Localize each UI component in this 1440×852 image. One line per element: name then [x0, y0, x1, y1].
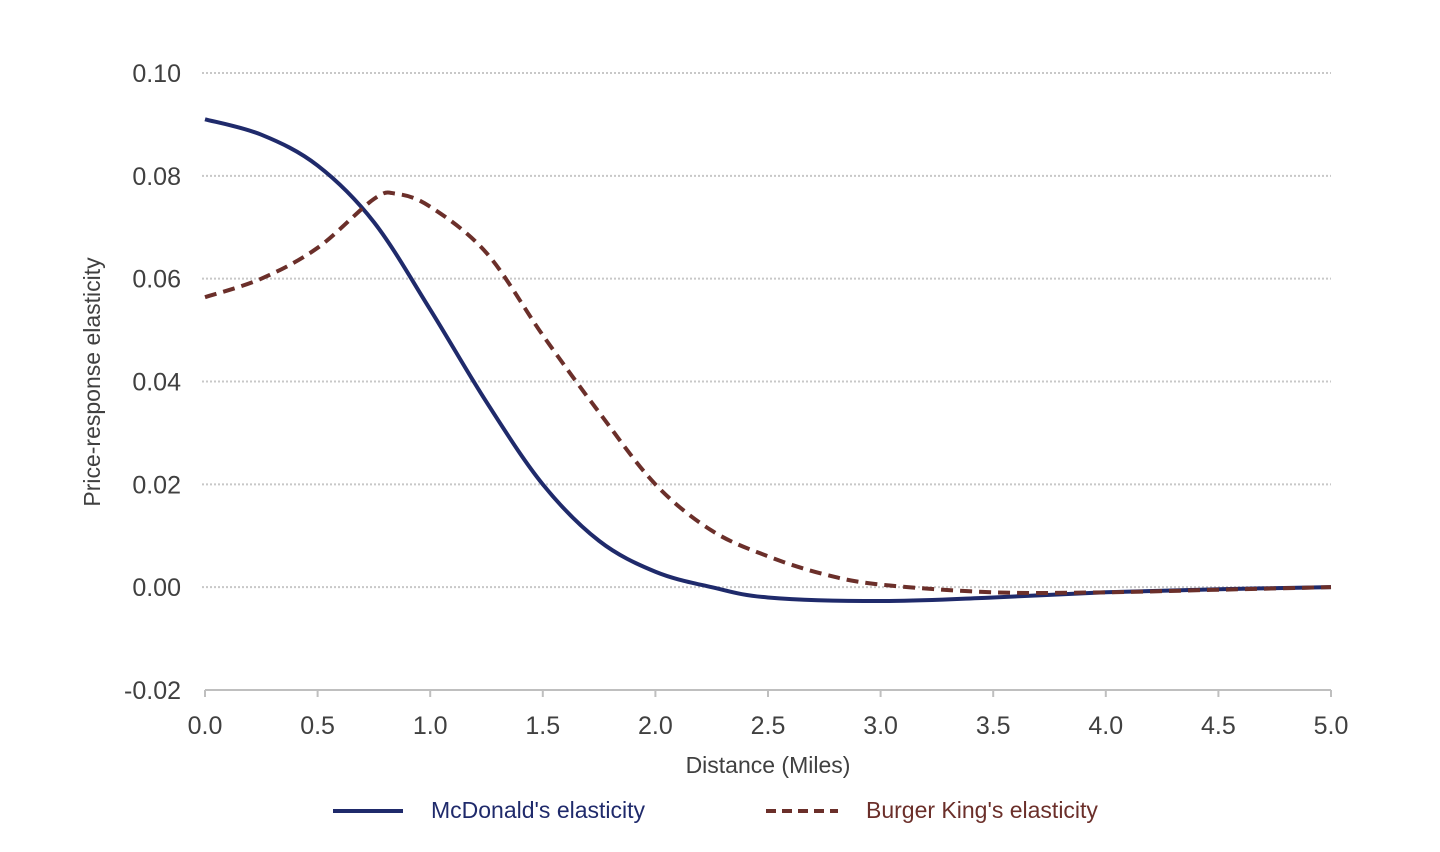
- y-tick-label: 0.06: [132, 266, 181, 294]
- x-tick-label: 3.0: [863, 712, 898, 740]
- x-tick-label: 2.0: [638, 712, 673, 740]
- series-lines: [204, 117, 1332, 604]
- x-tick-label: 0.5: [300, 712, 335, 740]
- x-tick-label: 3.5: [976, 712, 1011, 740]
- y-tick-label: 0.08: [132, 163, 181, 191]
- x-tick-label: 1.5: [525, 712, 560, 740]
- x-axis: 0.0 0.5 1.0 1.5 2.0 2.5 3.0 3.5 4.0 4.5 5.0: [188, 689, 1349, 740]
- x-tick-label: 1.0: [413, 712, 448, 740]
- gridlines: [202, 72, 1331, 589]
- x-tick-label: 0.0: [188, 712, 223, 740]
- y-tick-labels: 0.10 0.08 0.06 0.04 0.02 0.00 -0.02: [124, 60, 181, 705]
- y-tick-label: 0.04: [132, 369, 181, 397]
- legend-label-burger-king: Burger King's elasticity: [866, 797, 1098, 823]
- y-tick-label: -0.02: [124, 677, 181, 705]
- x-tick-label: 2.5: [751, 712, 786, 740]
- y-tick-label: 0.02: [132, 471, 181, 499]
- legend: McDonald's elasticity Burger King's elas…: [333, 797, 1098, 823]
- series-line-burger-king: [204, 190, 1332, 595]
- y-tick-label: 0.10: [132, 60, 181, 88]
- x-axis-label: Distance (Miles): [686, 752, 851, 778]
- legend-label-mcdonalds: McDonald's elasticity: [431, 797, 646, 823]
- x-tick-label: 4.0: [1088, 712, 1123, 740]
- x-tick-label: 4.5: [1201, 712, 1236, 740]
- y-tick-label: 0.00: [132, 574, 181, 602]
- x-tick-label: 5.0: [1314, 712, 1349, 740]
- y-axis-label: Price-response elasticity: [79, 257, 105, 507]
- series-line-mcdonalds: [204, 117, 1332, 604]
